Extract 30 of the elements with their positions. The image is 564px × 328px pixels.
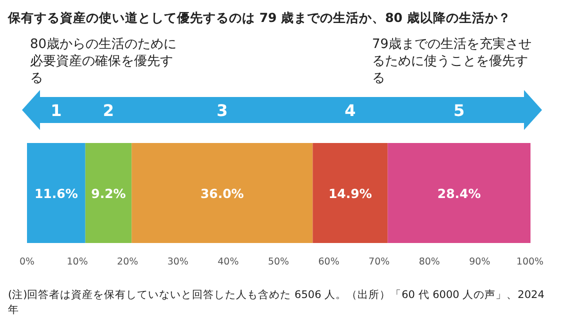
- x-tick-label: 60%: [318, 256, 340, 268]
- series-label: 2: [102, 101, 114, 120]
- bar: [132, 143, 313, 243]
- bar: [85, 143, 132, 243]
- series-label: 3: [216, 101, 228, 120]
- bar: [388, 143, 531, 243]
- x-tick-label: 20%: [117, 256, 138, 268]
- bar: [27, 143, 86, 243]
- data-label: 11.6%: [34, 186, 78, 201]
- x-tick-label: 80%: [418, 256, 440, 268]
- x-tick-label: 40%: [218, 256, 239, 268]
- data-label: 14.9%: [328, 186, 372, 201]
- text: 80歳からの生活のために必要資産の確保を優先する: [30, 37, 177, 86]
- data-label: 28.4%: [437, 186, 482, 201]
- text: 79歳までの生活を充実させるために使うことを優先する: [372, 36, 532, 86]
- x-tick-label: 50%: [268, 256, 290, 268]
- data-label: 36.0%: [200, 186, 244, 201]
- x-tick-label: 100%: [516, 256, 544, 268]
- series-label: 1: [50, 101, 62, 120]
- series-label: 4: [344, 101, 356, 120]
- bar: [312, 143, 388, 243]
- text: (注)回答者は資産を保有していないと回答した人も含めた 6506 人。（出所）「60 代 6000 人の声」、2024 年: [8, 288, 548, 316]
- series-label: 5: [454, 101, 465, 120]
- chart-title: 保有する資産の使い道として優先するのは 79 歳までの生活か、80 歳以降の生活か？: [7, 10, 511, 25]
- data-label: 9.2%: [91, 186, 126, 201]
- x-tick-label: 30%: [167, 256, 188, 268]
- x-tick-label: 0%: [19, 256, 35, 268]
- x-tick-label: 90%: [469, 256, 490, 268]
- x-tick-label: 70%: [368, 256, 390, 268]
- x-tick-label: 10%: [66, 256, 88, 268]
